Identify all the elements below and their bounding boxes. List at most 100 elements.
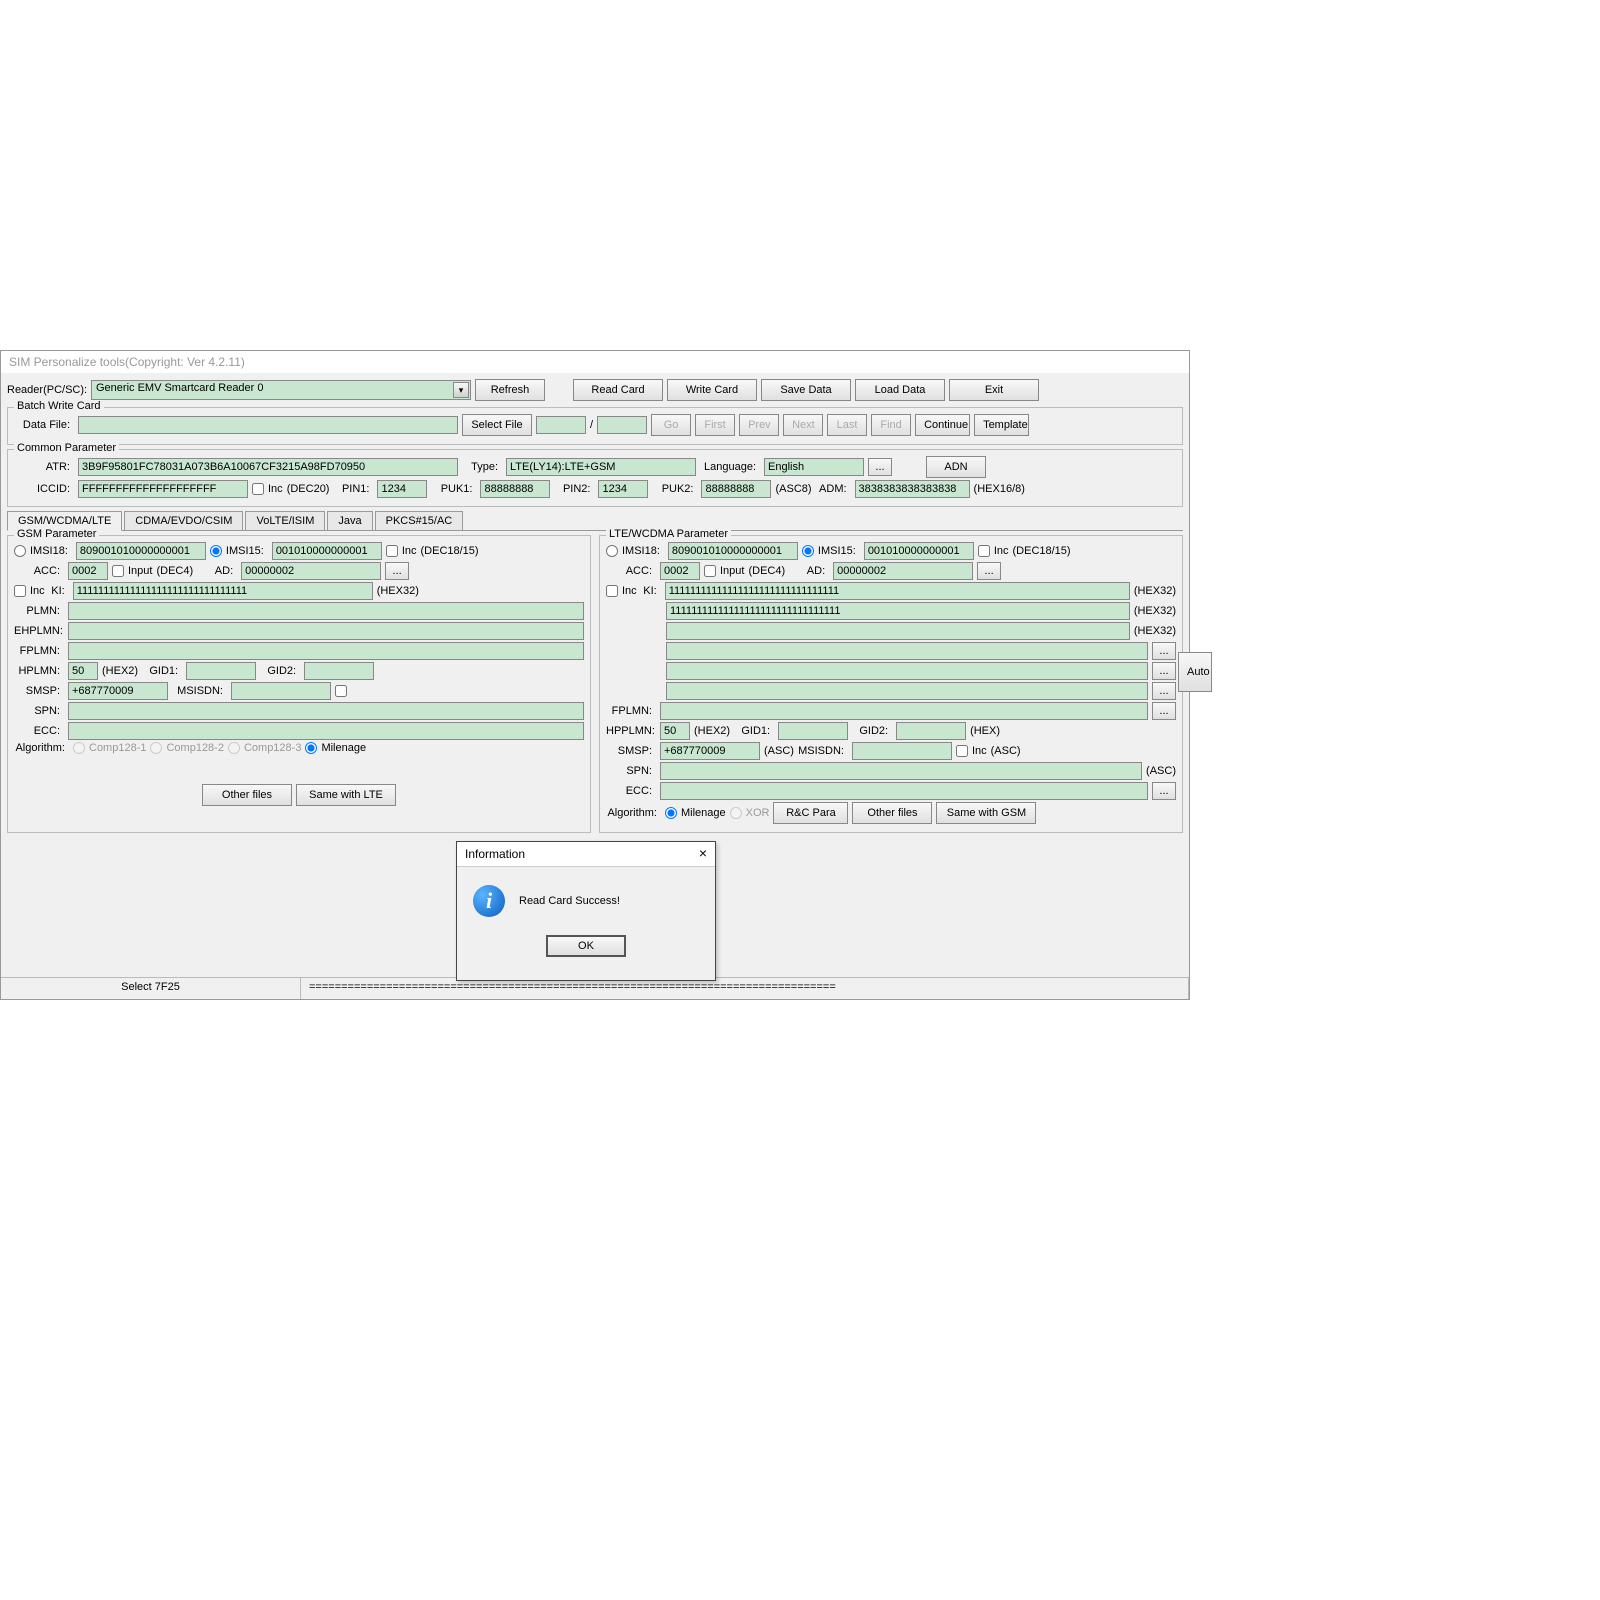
gsm-algo4-radio[interactable] [305,742,317,754]
gsm-ki-inc-label: Inc [30,585,45,597]
type-input[interactable] [506,458,696,476]
lte-fplmn-input[interactable] [660,702,1148,720]
gsm-ehplmn-input[interactable] [68,622,584,640]
gsm-ad-input[interactable] [241,562,381,580]
batch-from-input[interactable] [536,416,586,434]
lte-hpplmn-input[interactable] [660,722,690,740]
gsm-imsi15-input[interactable] [272,542,382,560]
dialog-close-icon[interactable]: × [699,847,707,861]
lte-row6-input[interactable] [666,682,1148,700]
gsm-acc-input[interactable] [68,562,108,580]
gsm-gid2-input[interactable] [304,662,374,680]
gsm-imsi15-radio[interactable] [210,545,222,557]
read-card-button[interactable]: Read Card [573,379,663,401]
go-button[interactable]: Go [651,414,691,436]
gsm-plmn-input[interactable] [68,602,584,620]
load-data-button[interactable]: Load Data [855,379,945,401]
lte-msisdn-input[interactable] [852,742,952,760]
lte-row5-input[interactable] [666,662,1148,680]
dropdown-arrow-icon[interactable]: ▾ [453,382,469,398]
gsm-same-with-lte-button[interactable]: Same with LTE [296,784,396,806]
iccid-input[interactable] [78,480,248,498]
lte-algo1-radio[interactable] [665,807,677,819]
lte-row4-input[interactable] [666,642,1148,660]
pin2-input[interactable] [598,480,648,498]
tab-cdma[interactable]: CDMA/EVDO/CSIM [124,511,243,530]
puk1-input[interactable] [480,480,550,498]
gsm-spn-input[interactable] [68,702,584,720]
lte-smsp-input[interactable] [660,742,760,760]
language-input[interactable] [764,458,864,476]
lte-ki-inc-checkbox[interactable] [606,585,618,597]
lte-other-files-button[interactable]: Other files [852,802,932,824]
lte-ki-input[interactable] [665,582,1130,600]
lte-ad-more-button[interactable]: ... [977,562,1001,580]
lte-auto-button[interactable]: Auto [1178,652,1212,692]
lte-gid1-input[interactable] [778,722,848,740]
write-card-button[interactable]: Write Card [667,379,757,401]
gsm-gid1-input[interactable] [186,662,256,680]
batch-to-input[interactable] [597,416,647,434]
gsm-ki-input[interactable] [73,582,373,600]
gsm-fplmn-input[interactable] [68,642,584,660]
template-button[interactable]: Template [974,414,1029,436]
last-button[interactable]: Last [827,414,867,436]
lte-ki2-input[interactable] [666,602,1130,620]
gsm-imsi18-radio[interactable] [14,545,26,557]
save-data-button[interactable]: Save Data [761,379,851,401]
puk2-input[interactable] [701,480,771,498]
gsm-hplmn-input[interactable] [68,662,98,680]
select-file-button[interactable]: Select File [462,414,532,436]
refresh-button[interactable]: Refresh [475,379,545,401]
find-button[interactable]: Find [871,414,911,436]
lte-msisdn-inc-checkbox[interactable] [956,745,968,757]
lte-imsi15-radio[interactable] [802,545,814,557]
lte-row4-more-button[interactable]: ... [1152,642,1176,660]
data-file-input[interactable] [78,416,458,434]
lte-rc-para-button[interactable]: R&C Para [773,802,848,824]
tab-java[interactable]: Java [327,511,372,530]
lte-ad-input[interactable] [833,562,973,580]
lte-gid2-input[interactable] [896,722,966,740]
lte-ecc-more-button[interactable]: ... [1152,782,1176,800]
pin1-input[interactable] [377,480,427,498]
first-button[interactable]: First [695,414,735,436]
gsm-imsi18-input[interactable] [76,542,206,560]
reader-dropdown[interactable]: Generic EMV Smartcard Reader 0 ▾ [91,380,471,400]
iccid-inc-checkbox[interactable] [252,483,264,495]
lte-ki3-input[interactable] [666,622,1130,640]
next-button[interactable]: Next [783,414,823,436]
gsm-ecc-input[interactable] [68,722,584,740]
prev-button[interactable]: Prev [739,414,779,436]
tab-pkcs[interactable]: PKCS#15/AC [375,511,464,530]
lte-row5-more-button[interactable]: ... [1152,662,1176,680]
language-more-button[interactable]: ... [868,458,892,476]
tab-volte[interactable]: VoLTE/ISIM [245,511,325,530]
lte-same-with-gsm-button[interactable]: Same with GSM [936,802,1036,824]
atr-input[interactable] [78,458,458,476]
lte-input-checkbox[interactable] [704,565,716,577]
lte-imsi15-input[interactable] [864,542,974,560]
lte-fplmn-more-button[interactable]: ... [1152,702,1176,720]
exit-button[interactable]: Exit [949,379,1039,401]
lte-acc-input[interactable] [660,562,700,580]
gsm-ad-more-button[interactable]: ... [385,562,409,580]
lte-imsi-inc-checkbox[interactable] [978,545,990,557]
gsm-msisdn-inc-checkbox[interactable] [335,685,347,697]
adn-button[interactable]: ADN [926,456,986,478]
gsm-smsp-input[interactable] [68,682,168,700]
gsm-imsi-inc-checkbox[interactable] [386,545,398,557]
gsm-ki-inc-checkbox[interactable] [14,585,26,597]
dialog-ok-button[interactable]: OK [546,935,626,957]
gsm-msisdn-input[interactable] [231,682,331,700]
lte-ki-inc-label: Inc [622,585,637,597]
gsm-other-files-button[interactable]: Other files [202,784,292,806]
lte-imsi18-input[interactable] [668,542,798,560]
lte-row6-more-button[interactable]: ... [1152,682,1176,700]
gsm-input-checkbox[interactable] [112,565,124,577]
adm-input[interactable] [855,480,970,498]
lte-imsi18-radio[interactable] [606,545,618,557]
lte-spn-input[interactable] [660,762,1142,780]
continue-button[interactable]: Continue [915,414,970,436]
lte-ecc-input[interactable] [660,782,1148,800]
